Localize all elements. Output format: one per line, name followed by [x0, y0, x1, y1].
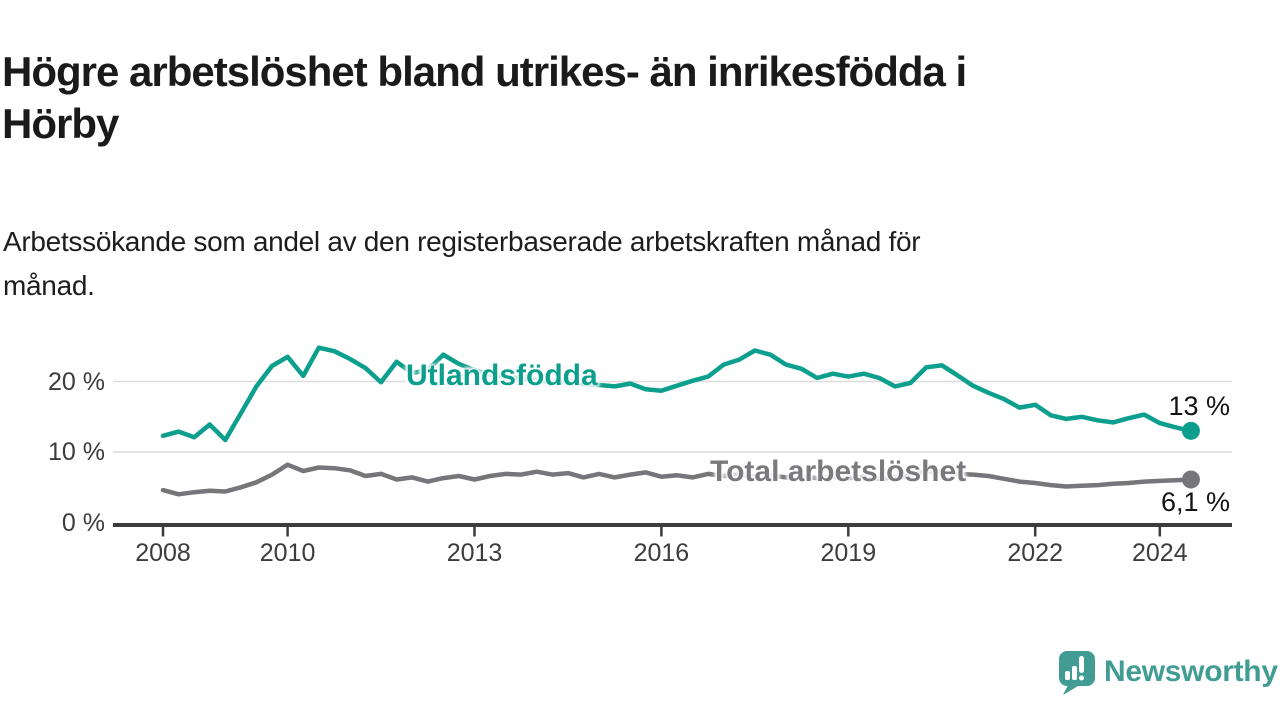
series-line-1	[160, 462, 1194, 497]
y-tick-label-0: 0 %	[61, 508, 105, 537]
series-end-dot-1	[1181, 470, 1200, 489]
x-tick-label-2013: 2013	[446, 539, 503, 567]
x-tick-label-2010: 2010	[259, 539, 316, 567]
x-tick-label-2024: 2024	[1131, 539, 1188, 567]
series-label-utlandsfodda: Utlandsfödda	[406, 359, 598, 392]
x-tick-label-2016: 2016	[633, 539, 690, 567]
newsworthy-logo-text: Newsworthy	[1104, 655, 1278, 688]
newsworthy-logo: Newsworthy	[1057, 650, 1278, 696]
y-tick-label-10: 10 %	[48, 438, 105, 466]
end-value-label-total: 6,1 %	[1160, 487, 1230, 517]
y-tick-label-20: 20 %	[48, 367, 105, 396]
title-line-1: Högre arbetslöshet bland utrikes- än inr…	[2, 48, 967, 96]
chart-subtitle: Arbetssökande som andel av den registerb…	[3, 220, 1203, 308]
x-tick-label-2022: 2022	[1007, 539, 1063, 567]
subtitle-line-2: månad.	[3, 270, 95, 301]
subtitle-line-1: Arbetssökande som andel av den registerb…	[3, 226, 921, 257]
series-end-dot-0	[1181, 421, 1200, 440]
series-line-0	[160, 345, 1194, 443]
series-label-total-arbetsloshet: Total arbetslöshet	[710, 455, 967, 488]
x-tick-label-2008: 2008	[135, 539, 191, 567]
title-line-2: Hörby	[2, 100, 119, 148]
x-tick-label-2019: 2019	[820, 539, 877, 567]
newsworthy-speech-bubble-barchart-icon	[1059, 651, 1095, 695]
end-value-label-utlandsfodda: 13 %	[1168, 391, 1230, 421]
page-title: Högre arbetslöshet bland utrikes- än inr…	[2, 46, 1242, 150]
